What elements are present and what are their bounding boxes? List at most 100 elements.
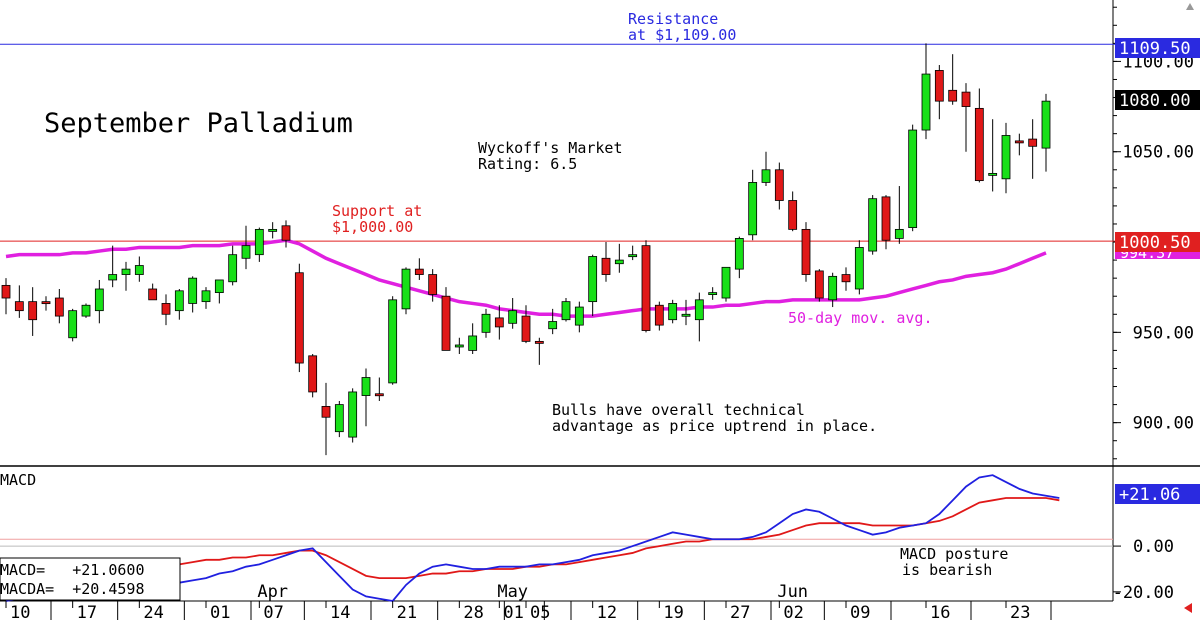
candle-down xyxy=(521,315,531,342)
macd-legend-macd: MACD= +21.0600 xyxy=(0,561,145,579)
candle-up xyxy=(828,275,838,301)
date-label: 07 xyxy=(263,603,283,620)
month-label: Apr xyxy=(257,582,288,602)
chart-title: September Palladium xyxy=(44,108,353,139)
macd-line xyxy=(5,474,1060,602)
candle-down xyxy=(881,196,891,241)
candle-up xyxy=(454,344,464,348)
date-label: 02 xyxy=(783,603,803,620)
date-label: 24 xyxy=(143,603,163,620)
candle-up xyxy=(721,266,731,299)
month-label: May xyxy=(497,582,528,602)
macd-posture-line2: is bearish xyxy=(902,561,992,579)
candle-up xyxy=(1041,100,1051,149)
date-label: 01 xyxy=(503,603,523,620)
candle-up xyxy=(94,288,104,312)
candle-up xyxy=(108,274,118,281)
candle-down xyxy=(281,225,291,241)
scroll-left-icon[interactable] xyxy=(1184,603,1192,613)
support-label-line2: $1,000.00 xyxy=(332,218,413,236)
candle-down xyxy=(294,272,304,364)
macd-tick-label: -20.00 xyxy=(1113,583,1174,603)
candle-down xyxy=(14,301,24,312)
resistance-price-label: 1109.50 xyxy=(1119,39,1191,59)
date-label: 21 xyxy=(397,603,417,620)
candle-up xyxy=(854,247,864,290)
candlesticks xyxy=(1,43,1051,456)
candle-up xyxy=(734,238,744,270)
candle-down xyxy=(1028,138,1038,147)
candle-up xyxy=(588,256,598,303)
candle-up xyxy=(401,268,411,310)
candle-up xyxy=(174,290,184,312)
date-label: 14 xyxy=(330,603,350,620)
scroll-up-icon[interactable] xyxy=(1186,3,1194,10)
candle-down xyxy=(814,270,824,299)
candle-up xyxy=(134,265,144,275)
candle-up xyxy=(361,377,371,396)
candle-up xyxy=(214,279,224,294)
macd-panel-label: MACD xyxy=(0,471,36,489)
candle-down xyxy=(934,70,944,102)
candle-down xyxy=(54,297,64,317)
candle-down xyxy=(161,303,171,315)
candle-down xyxy=(774,169,784,201)
candle-up xyxy=(708,292,718,296)
candle-up xyxy=(388,299,398,384)
candle-down xyxy=(948,89,958,102)
candle-up xyxy=(334,404,344,433)
candle-down xyxy=(41,301,51,305)
candle-up xyxy=(628,254,638,258)
candle-up xyxy=(241,245,251,259)
candle-up xyxy=(508,310,518,324)
macd-legend-box xyxy=(0,557,181,601)
candle-up xyxy=(668,303,678,321)
candle-up xyxy=(694,299,704,321)
bulls-label-line1: Bulls have overall technical xyxy=(552,401,805,419)
price-tick-label: 1050.00 xyxy=(1122,143,1194,163)
date-label: 01 xyxy=(210,603,230,620)
candle-down xyxy=(441,295,451,351)
candle-up xyxy=(908,129,918,228)
macd-legend-macda: MACDA= +20.4598 xyxy=(0,580,145,598)
rating-label-line1: Wyckoff's Market xyxy=(478,139,623,157)
rating-label-line2: Rating: 6.5 xyxy=(478,155,577,173)
candle-down xyxy=(428,274,438,295)
macd-value-label: +21.06 xyxy=(1119,485,1180,505)
date-label: 23 xyxy=(1010,603,1030,620)
candle-up xyxy=(201,290,211,303)
candle-up xyxy=(468,335,478,351)
candle-up xyxy=(481,313,491,333)
resistance-label-line1: Resistance xyxy=(628,10,718,28)
candle-down xyxy=(28,301,38,321)
date-label: 28 xyxy=(463,603,483,620)
candle-up xyxy=(268,228,278,232)
axis-labels: 900.00950.001000.001050.001100.000.00-20… xyxy=(5,6,1194,620)
macd-lines xyxy=(5,474,1060,602)
candle-down xyxy=(534,340,544,344)
macda-line xyxy=(5,497,1060,589)
candle-up xyxy=(68,310,78,339)
date-label: 16 xyxy=(930,603,950,620)
last-price-box xyxy=(1115,90,1200,110)
candle-up xyxy=(988,172,998,176)
date-label: 19 xyxy=(663,603,683,620)
candle-down xyxy=(841,274,851,283)
candle-down xyxy=(308,355,318,393)
date-label: 10 xyxy=(10,603,30,620)
macd-tick-label: 0.00 xyxy=(1133,537,1174,557)
candle-up xyxy=(228,254,238,283)
candle-down xyxy=(601,257,611,275)
ma-label: 50-day mov. avg. xyxy=(788,309,933,327)
support-price-label: 1000.50 xyxy=(1119,233,1191,253)
date-label: 09 xyxy=(850,603,870,620)
macd-value-box xyxy=(1115,484,1200,504)
macd-posture-line1: MACD posture xyxy=(900,545,1008,563)
gridlines xyxy=(0,538,1113,547)
candle-up xyxy=(121,268,131,275)
candle-down xyxy=(788,200,798,230)
candle-down xyxy=(414,268,424,275)
bulls-label-line2: advantage as price uptrend in place. xyxy=(552,417,877,435)
candle-down xyxy=(801,228,811,275)
resistance-price-box xyxy=(1115,38,1200,58)
